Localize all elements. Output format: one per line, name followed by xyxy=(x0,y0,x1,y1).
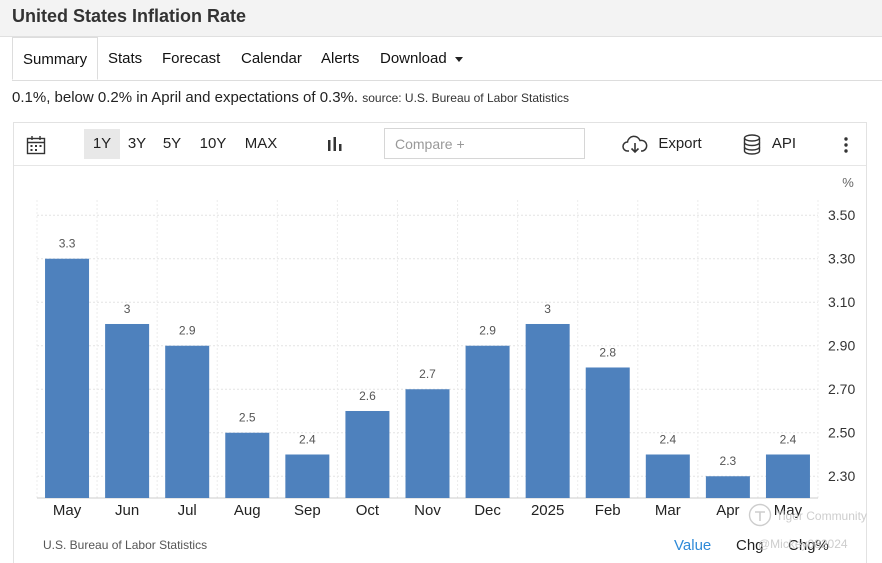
range-max-button[interactable]: MAX xyxy=(244,135,278,152)
bar[interactable] xyxy=(645,454,690,498)
range-3y-button[interactable]: 3Y xyxy=(127,135,147,152)
y-tick-label: 2.30 xyxy=(828,468,855,484)
bar[interactable] xyxy=(705,476,750,498)
tab-alerts[interactable]: Alerts xyxy=(321,50,360,67)
bar-data-label: 2.9 xyxy=(179,324,196,338)
x-tick-label: Apr xyxy=(716,502,739,519)
x-tick-label: Nov xyxy=(414,502,441,519)
chart-panel: 1Y 3Y 5Y 10Y MAX Export API xyxy=(13,122,867,563)
bar[interactable] xyxy=(105,323,150,498)
bar-data-label: 3.3 xyxy=(59,237,76,251)
y-tick-label: 2.90 xyxy=(828,338,855,354)
chg-link[interactable]: Chg xyxy=(736,537,764,554)
chart-x-axis: May Jun Jul Aug Sep Oct Nov Dec 2025 Feb Mar Apr May xyxy=(53,502,803,519)
api-button[interactable]: API xyxy=(771,135,797,152)
summary-text: 0.1%, below 0.2% in April and expectatio… xyxy=(12,89,359,106)
bar-data-label: 2.6 xyxy=(359,389,376,403)
x-tick-label: May xyxy=(53,502,82,519)
tab-forecast[interactable]: Forecast xyxy=(162,50,221,67)
tab-summary[interactable]: Summary xyxy=(12,37,98,80)
watermark-logo-icon xyxy=(748,503,772,527)
bar-data-label: 2.7 xyxy=(419,367,436,381)
bar[interactable] xyxy=(285,454,330,498)
calendar-icon[interactable] xyxy=(26,135,46,155)
tab-stats[interactable]: Stats xyxy=(108,50,143,67)
bar-data-label: 2.4 xyxy=(780,432,797,446)
bar[interactable] xyxy=(165,345,210,498)
range-1y-button[interactable]: 1Y xyxy=(84,129,120,159)
tab-calendar[interactable]: Calendar xyxy=(241,50,302,67)
bar-data-label: 3 xyxy=(544,302,551,316)
tab-download-label: Download xyxy=(380,50,447,67)
bar-data-label: 2.5 xyxy=(239,411,256,425)
bar[interactable] xyxy=(405,389,450,498)
bar-chart-icon[interactable] xyxy=(326,136,344,153)
y-tick-label: 2.50 xyxy=(828,425,855,441)
bar[interactable] xyxy=(465,345,510,498)
x-tick-label: May xyxy=(774,502,803,519)
bar[interactable] xyxy=(45,258,90,498)
chart-data-labels: 3.3 3 2.9 2.5 2.4 2.6 2.7 2.9 3 2.8 2.4 2.3 2.4 xyxy=(59,237,797,469)
bar-data-label: 2.8 xyxy=(599,345,616,359)
more-vertical-icon[interactable] xyxy=(840,136,852,154)
x-tick-label: Mar xyxy=(655,502,681,519)
range-5y-button[interactable]: 5Y xyxy=(162,135,182,152)
bar-data-label: 3 xyxy=(124,302,131,316)
x-tick-label: Aug xyxy=(234,502,261,519)
bar[interactable] xyxy=(765,454,810,498)
chg-percent-link[interactable]: Chg% xyxy=(788,537,829,554)
bar[interactable] xyxy=(225,432,270,498)
bar[interactable] xyxy=(525,323,570,498)
bar-data-label: 2.4 xyxy=(299,432,316,446)
bar[interactable] xyxy=(585,367,630,498)
y-tick-label: 3.30 xyxy=(828,251,855,267)
database-icon[interactable] xyxy=(743,134,761,155)
compare-input[interactable] xyxy=(384,128,585,159)
y-tick-label: 3.50 xyxy=(828,207,855,223)
chart-toolbar: 1Y 3Y 5Y 10Y MAX Export API xyxy=(14,123,866,166)
watermark-line1: Tiger Community xyxy=(776,509,867,523)
x-tick-label: Dec xyxy=(474,502,501,519)
x-tick-label: Sep xyxy=(294,502,321,519)
bar-data-label: 2.3 xyxy=(720,454,737,468)
x-tick-label: Feb xyxy=(595,502,621,519)
bar[interactable] xyxy=(345,410,390,498)
watermark-line2: @Mickey082024 xyxy=(758,537,848,551)
x-tick-label: Oct xyxy=(356,502,380,519)
summary-paragraph: 0.1%, below 0.2% in April and expectatio… xyxy=(12,89,569,106)
cloud-download-icon[interactable] xyxy=(622,135,648,155)
chart-y-axis: 2.30 2.50 2.70 2.90 3.10 3.30 3.50 xyxy=(828,207,855,484)
bar-data-label: 2.9 xyxy=(479,324,496,338)
tab-download[interactable]: Download xyxy=(380,37,463,80)
y-tick-label: 3.10 xyxy=(828,294,855,310)
x-tick-label: Jul xyxy=(178,502,197,519)
summary-source: source: U.S. Bureau of Labor Statistics xyxy=(362,91,569,105)
tab-bar: Summary Stats Forecast Calendar Alerts D… xyxy=(12,37,882,81)
value-link[interactable]: Value xyxy=(674,537,712,554)
range-10y-button[interactable]: 10Y xyxy=(199,135,227,152)
x-tick-label: Jun xyxy=(115,502,139,519)
export-button[interactable]: Export xyxy=(658,135,702,152)
chart-bars xyxy=(45,258,810,498)
page-title: United States Inflation Rate xyxy=(12,6,247,26)
title-bar: United States Inflation Rate xyxy=(0,0,882,37)
footer-source: U.S. Bureau of Labor Statistics xyxy=(43,538,208,552)
chevron-down-icon xyxy=(454,56,463,62)
y-tick-label: 2.70 xyxy=(828,381,855,397)
bar-data-label: 2.4 xyxy=(659,432,676,446)
x-tick-label: 2025 xyxy=(531,502,564,519)
y-axis-unit: % xyxy=(842,175,854,190)
